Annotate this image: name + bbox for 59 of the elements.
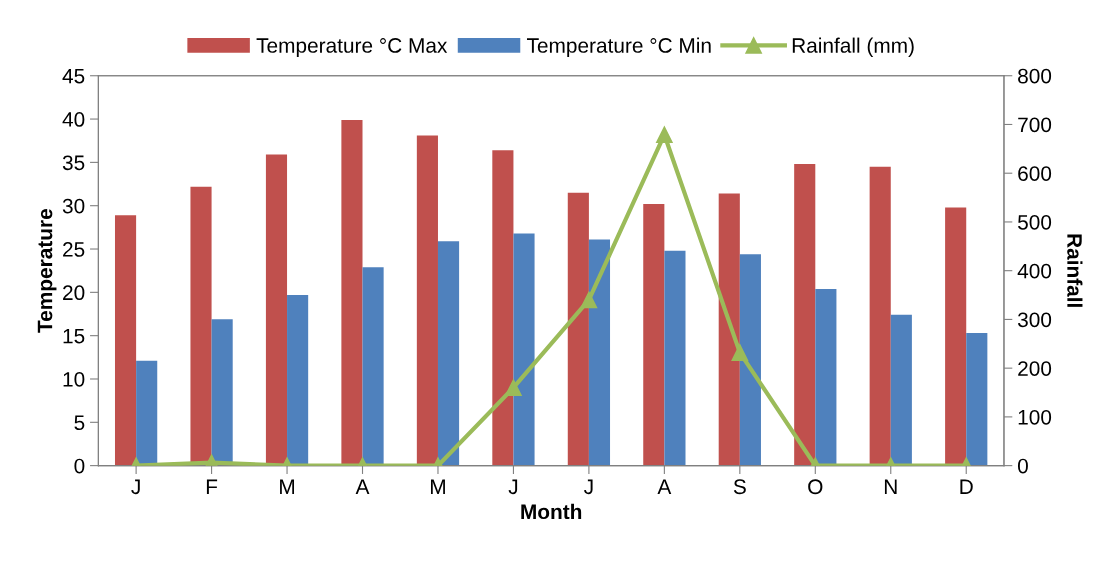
x-tick-label: M: [280, 479, 295, 494]
y-tick-label: 25: [63, 242, 85, 257]
bar: [416, 135, 438, 466]
bar: [945, 207, 967, 466]
y2-tick-label: 200: [1018, 361, 1052, 376]
y2-tick-label: 600: [1018, 166, 1052, 181]
bar: [815, 288, 837, 466]
x-tick-label: D: [960, 479, 973, 494]
y-tick-label: 5: [74, 415, 85, 431]
y-tick-label: 45: [62, 68, 85, 84]
y-tick-label: 35: [62, 155, 85, 171]
x-tick-label: M: [431, 479, 445, 494]
bar: [265, 154, 288, 466]
x-tick-label: F: [206, 479, 218, 494]
y-tick-label: 10: [63, 371, 85, 387]
bar: [664, 250, 686, 466]
y2-tick-label: 400: [1017, 263, 1052, 279]
y-axis-title: Temperature: [37, 209, 57, 333]
bar: [362, 267, 384, 466]
bar: [643, 203, 665, 466]
bar: [287, 294, 309, 466]
y-tick-label: 40: [62, 112, 85, 127]
bar: [588, 239, 611, 466]
bar: [966, 333, 988, 466]
y-tick-label: 0: [74, 458, 85, 474]
y2-tick-label: 100: [1018, 409, 1052, 425]
y-tick-label: 20: [63, 285, 85, 301]
x-tick-label: N: [884, 479, 897, 494]
bar: [869, 166, 891, 466]
x-tick-label: J: [508, 479, 518, 495]
y2-tick-label: 300: [1017, 312, 1052, 328]
bar: [513, 233, 535, 466]
y2-tick-label: 700: [1018, 117, 1052, 133]
bar: [437, 241, 460, 466]
bar: [739, 254, 761, 466]
legend-label: Temperature °C Min: [526, 37, 711, 57]
x-tick-label: A: [355, 479, 370, 494]
legend-label: Temperature °C Max: [256, 38, 448, 57]
y2-axis-title: Rainfall: [1067, 234, 1083, 307]
bar: [567, 192, 589, 466]
y2-tick-label: 800: [1018, 68, 1052, 84]
x-axis-title: Month: [521, 503, 582, 520]
bar: [136, 360, 158, 466]
bar: [341, 119, 363, 466]
bar: [492, 150, 514, 466]
legend-label: Rainfall (mm): [792, 37, 914, 57]
bar: [794, 164, 816, 466]
x-tick-label: A: [657, 479, 672, 494]
bar: [718, 193, 740, 466]
x-tick-label: J: [131, 479, 140, 495]
bar: [114, 215, 137, 466]
y-tick-label: 15: [63, 328, 85, 344]
x-tick-label: S: [733, 479, 746, 495]
y-tick-label: 30: [62, 198, 85, 214]
x-tick-label: O: [808, 479, 823, 495]
y2-tick-label: 500: [1017, 214, 1052, 230]
x-tick-label: J: [584, 479, 593, 495]
bar: [890, 314, 912, 466]
y2-tick-label: 0: [1017, 458, 1028, 474]
